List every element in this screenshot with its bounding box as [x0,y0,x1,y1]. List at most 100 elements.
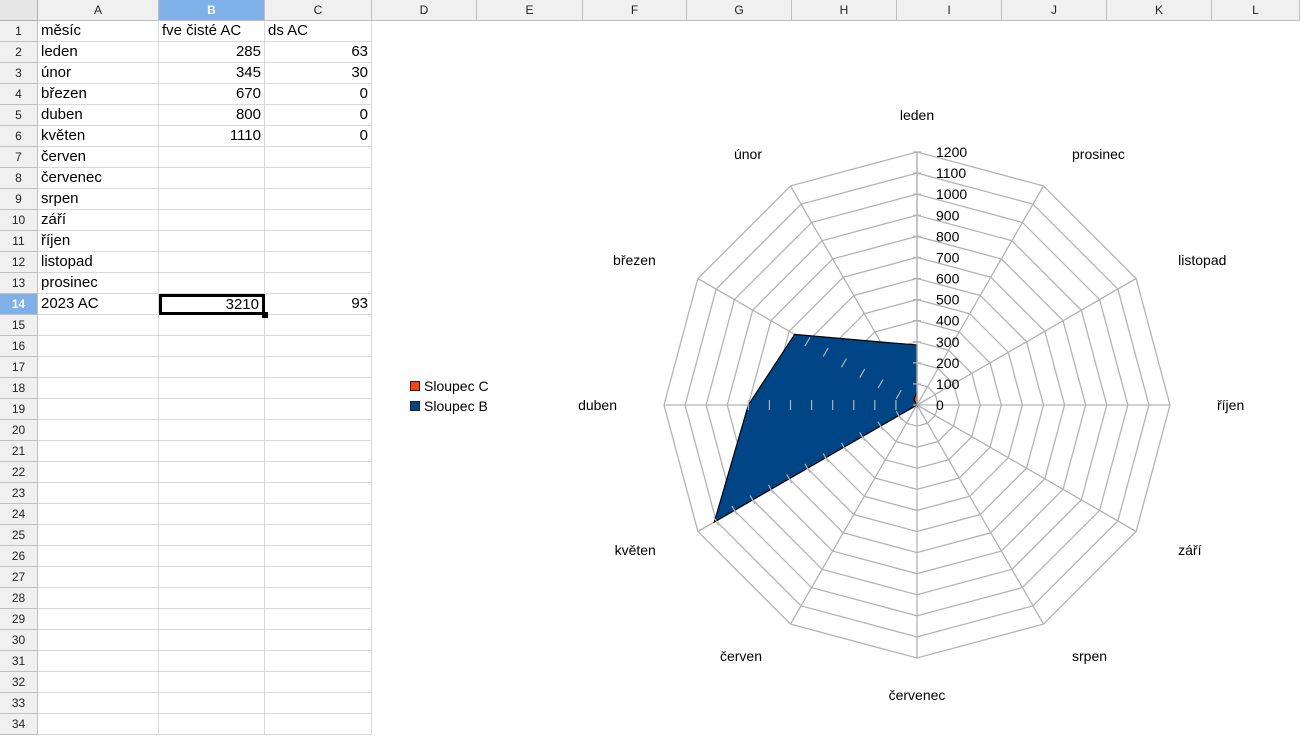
row-header-33[interactable]: 33 [0,693,38,714]
column-header-d[interactable]: D [372,0,477,21]
row-header-28[interactable]: 28 [0,588,38,609]
cell-c26[interactable] [265,546,372,567]
cell-a29[interactable] [38,609,159,630]
row-header-9[interactable]: 9 [0,189,38,210]
cell-c31[interactable] [265,651,372,672]
cell-c18[interactable] [265,378,372,399]
row-header-7[interactable]: 7 [0,147,38,168]
cell-b8[interactable] [159,168,265,189]
cell-c11[interactable] [265,231,372,252]
cell-b19[interactable] [159,399,265,420]
cell-b10[interactable] [159,210,265,231]
row-header-12[interactable]: 12 [0,252,38,273]
row-header-24[interactable]: 24 [0,504,38,525]
cell-b11[interactable] [159,231,265,252]
row-header-20[interactable]: 20 [0,420,38,441]
cell-b4[interactable]: 670 [159,84,265,105]
cell-a9[interactable]: srpen [38,189,159,210]
row-header-15[interactable]: 15 [0,315,38,336]
cell-a14[interactable]: 2023 AC [38,294,159,315]
cell-b33[interactable] [159,693,265,714]
cell-b1[interactable]: fve čisté AC [159,21,265,42]
cell-a15[interactable] [38,315,159,336]
cell-c19[interactable] [265,399,372,420]
cell-a26[interactable] [38,546,159,567]
column-header-j[interactable]: J [1002,0,1107,21]
cell-c10[interactable] [265,210,372,231]
cell-a32[interactable] [38,672,159,693]
cell-a22[interactable] [38,462,159,483]
cell-c5[interactable]: 0 [265,105,372,126]
column-header-b[interactable]: B [159,0,265,21]
cell-c9[interactable] [265,189,372,210]
row-header-27[interactable]: 27 [0,567,38,588]
cell-a6[interactable]: květen [38,126,159,147]
cell-c16[interactable] [265,336,372,357]
row-header-13[interactable]: 13 [0,273,38,294]
column-header-k[interactable]: K [1107,0,1212,21]
cell-a4[interactable]: březen [38,84,159,105]
row-header-2[interactable]: 2 [0,42,38,63]
cell-c25[interactable] [265,525,372,546]
cell-a18[interactable] [38,378,159,399]
cell-a21[interactable] [38,441,159,462]
cell-a25[interactable] [38,525,159,546]
cell-b16[interactable] [159,336,265,357]
cell-b27[interactable] [159,567,265,588]
row-header-3[interactable]: 3 [0,63,38,84]
cell-c30[interactable] [265,630,372,651]
row-header-14[interactable]: 14 [0,294,38,315]
row-header-16[interactable]: 16 [0,336,38,357]
cell-c33[interactable] [265,693,372,714]
fill-handle[interactable] [262,312,268,318]
cell-a31[interactable] [38,651,159,672]
cell-c15[interactable] [265,315,372,336]
cell-c6[interactable]: 0 [265,126,372,147]
cell-c1[interactable]: ds AC [265,21,372,42]
cell-a24[interactable] [38,504,159,525]
cell-a17[interactable] [38,357,159,378]
row-header-8[interactable]: 8 [0,168,38,189]
cell-b22[interactable] [159,462,265,483]
cell-a28[interactable] [38,588,159,609]
cell-c4[interactable]: 0 [265,84,372,105]
cell-c21[interactable] [265,441,372,462]
cell-c14[interactable]: 93 [265,294,372,315]
cell-b17[interactable] [159,357,265,378]
cell-b21[interactable] [159,441,265,462]
row-header-4[interactable]: 4 [0,84,38,105]
cell-b12[interactable] [159,252,265,273]
cell-a33[interactable] [38,693,159,714]
cell-b24[interactable] [159,504,265,525]
cell-a20[interactable] [38,420,159,441]
cell-c3[interactable]: 30 [265,63,372,84]
row-header-19[interactable]: 19 [0,399,38,420]
cell-b3[interactable]: 345 [159,63,265,84]
cell-c22[interactable] [265,462,372,483]
column-header-g[interactable]: G [687,0,792,21]
column-header-a[interactable]: A [38,0,159,21]
row-header-22[interactable]: 22 [0,462,38,483]
cell-b30[interactable] [159,630,265,651]
cell-a5[interactable]: duben [38,105,159,126]
cell-a19[interactable] [38,399,159,420]
cell-b6[interactable]: 1110 [159,126,265,147]
cell-b34[interactable] [159,714,265,735]
cell-c27[interactable] [265,567,372,588]
cell-a11[interactable]: říjen [38,231,159,252]
cell-b32[interactable] [159,672,265,693]
cell-b26[interactable] [159,546,265,567]
column-header-i[interactable]: I [897,0,1002,21]
cell-a10[interactable]: září [38,210,159,231]
cell-c20[interactable] [265,420,372,441]
cell-c2[interactable]: 63 [265,42,372,63]
cell-a27[interactable] [38,567,159,588]
row-header-6[interactable]: 6 [0,126,38,147]
select-all-corner[interactable] [0,0,38,21]
cell-b23[interactable] [159,483,265,504]
cell-c8[interactable] [265,168,372,189]
cell-b9[interactable] [159,189,265,210]
cell-a34[interactable] [38,714,159,735]
row-header-30[interactable]: 30 [0,630,38,651]
